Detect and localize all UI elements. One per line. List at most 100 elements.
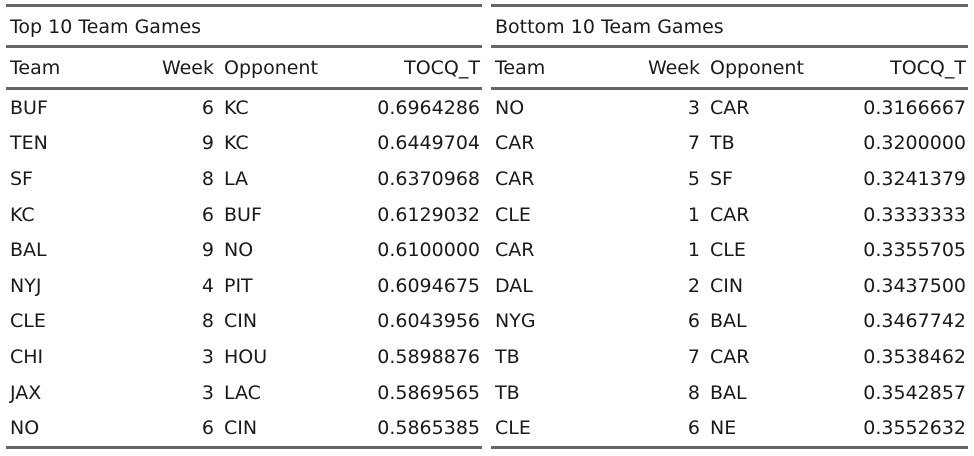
tocq-cell: 0.3241379 [863, 167, 966, 190]
week-cell: 8 [201, 167, 214, 190]
week-cell: 6 [102, 410, 214, 449]
team-cell: NYJ [10, 274, 42, 297]
week-cell: 8 [687, 381, 700, 404]
tocq-cell: 0.3166667 [863, 96, 966, 119]
week-cell: 1 [687, 203, 700, 226]
week-cell: 1 [687, 239, 700, 262]
week-cell: 6 [687, 310, 700, 333]
team-cell: KC [10, 203, 35, 226]
team-cell: CAR [495, 132, 535, 155]
team-cell: TEN [10, 132, 48, 155]
opponent-cell: NO [224, 239, 254, 262]
team-cell: BAL [10, 239, 47, 262]
team-cell: CLE [495, 203, 531, 226]
table-row: NYJ 4 PIT 0.6094675 [6, 268, 482, 304]
column-header-tocq: TOCQ_T [830, 48, 968, 90]
week-cell: 7 [687, 345, 700, 368]
table-title: Bottom 10 Team Games [491, 4, 968, 48]
data-table: Team Week Opponent TOCQ_T BUF 6 KC 0.696428… [6, 48, 482, 449]
table-row: TEN 9 KC 0.6449704 [6, 126, 482, 162]
tocq-cell: 0.3355705 [863, 239, 966, 262]
table-row: CAR 7 TB 0.3200000 [491, 126, 968, 162]
column-header-week: Week [588, 48, 700, 90]
tocq-cell: 0.3538462 [863, 345, 966, 368]
opponent-cell: CLE [710, 239, 746, 262]
tocq-cell: 0.3467742 [863, 310, 966, 333]
week-cell: 6 [201, 96, 214, 119]
opponent-cell: LAC [224, 381, 261, 404]
opponent-cell: BAL [710, 381, 747, 404]
week-cell: 3 [201, 345, 214, 368]
team-cell: TB [495, 345, 520, 368]
header-row: Team Week Opponent TOCQ_T [491, 48, 968, 90]
table-row: CAR 5 SF 0.3241379 [491, 161, 968, 197]
table-row: DAL 2 CIN 0.3437500 [491, 268, 968, 304]
opponent-cell: CIN [710, 274, 744, 297]
week-cell: 6 [588, 410, 700, 449]
table-row: TB 8 BAL 0.3542857 [491, 375, 968, 411]
table-row: NO 6 CIN 0.5865385 [6, 410, 482, 449]
tocq-cell: 0.3200000 [863, 132, 966, 155]
tocq-cell: 0.3552632 [830, 410, 968, 449]
tocq-cell: 0.5869565 [377, 381, 480, 404]
week-cell: 9 [201, 132, 214, 155]
opponent-cell: BUF [224, 203, 262, 226]
table-row: CHI 3 HOU 0.5898876 [6, 339, 482, 375]
opponent-cell: CAR [710, 345, 750, 368]
table-row: NO 3 CAR 0.3166667 [491, 89, 968, 126]
opponent-cell: CIN [224, 310, 258, 333]
table-row: BUF 6 KC 0.6964286 [6, 89, 482, 126]
team-cell: NYG [495, 310, 536, 333]
opponent-cell: NE [700, 410, 830, 449]
column-header-opponent: Opponent [700, 48, 830, 90]
week-cell: 6 [201, 203, 214, 226]
team-cell: CLE [10, 310, 46, 333]
week-cell: 3 [687, 96, 700, 119]
column-header-tocq: TOCQ_T [344, 48, 482, 90]
team-cell: BUF [10, 96, 48, 119]
tocq-cell: 0.6370968 [377, 167, 480, 190]
team-cell: TB [495, 381, 520, 404]
week-cell: 2 [687, 274, 700, 297]
table-row: TB 7 CAR 0.3538462 [491, 339, 968, 375]
table-row: JAX 3 LAC 0.5869565 [6, 375, 482, 411]
tocq-cell: 0.3333333 [863, 203, 966, 226]
tocq-cell: 0.5865385 [344, 410, 482, 449]
opponent-cell: TB [710, 132, 735, 155]
table-row: CLE 6 NE 0.3552632 [491, 410, 968, 449]
opponent-cell: KC [224, 96, 249, 119]
team-cell: JAX [10, 381, 42, 404]
table-row: CLE 1 CAR 0.3333333 [491, 197, 968, 233]
team-cell: CAR [495, 167, 535, 190]
week-cell: 4 [201, 274, 214, 297]
table-body: BUF 6 KC 0.6964286 TEN 9 KC 0.6449704 SF 8 LA 0.637… [6, 89, 482, 449]
tocq-cell: 0.6449704 [377, 132, 480, 155]
team-cell: CAR [495, 239, 535, 262]
opponent-cell: LA [224, 167, 249, 190]
opponent-cell: CAR [710, 203, 750, 226]
tocq-cell: 0.6094675 [377, 274, 480, 297]
tocq-cell: 0.6129032 [377, 203, 480, 226]
column-header-week: Week [102, 48, 214, 90]
table-row: CLE 8 CIN 0.6043956 [6, 304, 482, 340]
column-header-team: Team [491, 48, 588, 90]
team-cell: NO [6, 410, 102, 449]
table-row: NYG 6 BAL 0.3467742 [491, 304, 968, 340]
team-cell: DAL [495, 274, 533, 297]
table-row: SF 8 LA 0.6370968 [6, 161, 482, 197]
data-table: Team Week Opponent TOCQ_T NO 3 CAR 0.316666… [491, 48, 968, 449]
table-title: Top 10 Team Games [6, 4, 482, 48]
week-cell: 3 [201, 381, 214, 404]
week-cell: 5 [687, 167, 700, 190]
week-cell: 9 [201, 239, 214, 262]
column-header-opponent: Opponent [214, 48, 344, 90]
table-row: BAL 9 NO 0.6100000 [6, 232, 482, 268]
bottom-10-table-panel: Bottom 10 Team Games Team Week Opponent … [491, 4, 968, 449]
header-row: Team Week Opponent TOCQ_T [6, 48, 482, 90]
opponent-cell: HOU [224, 345, 268, 368]
week-cell: 8 [201, 310, 214, 333]
team-cell: NO [495, 96, 525, 119]
opponent-cell: CAR [710, 96, 750, 119]
opponent-cell: BAL [710, 310, 747, 333]
top-10-table-panel: Top 10 Team Games Team Week Opponent TOC… [6, 4, 482, 449]
